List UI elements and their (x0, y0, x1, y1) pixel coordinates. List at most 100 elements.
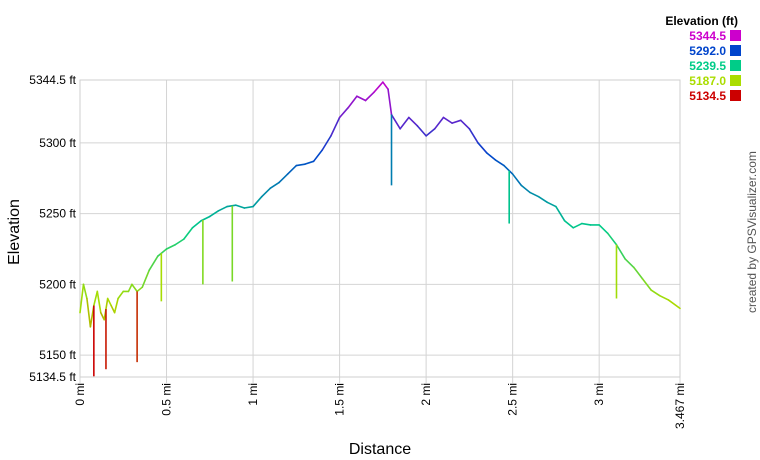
x-tick-label: 0 mi (73, 383, 87, 406)
y-tick-label: 5200 ft (39, 277, 76, 291)
elevation-segment (286, 164, 298, 175)
elevation-segment (295, 163, 306, 167)
elevation-segment (117, 290, 125, 300)
elevation-segment (113, 297, 119, 314)
elevation-segment (217, 205, 228, 212)
elevation-segment (93, 290, 99, 307)
elevation-segment (641, 277, 652, 291)
y-tick-label: 5300 ft (39, 136, 76, 150)
elevation-segment (494, 159, 505, 167)
elevation-segment (667, 299, 681, 310)
plot-frame (79, 79, 681, 378)
elevation-segment (165, 243, 176, 250)
elevation-segment (330, 116, 341, 137)
elevation-segment (459, 119, 471, 130)
elevation-segment (477, 142, 488, 154)
elevation-segment (373, 81, 384, 93)
legend-swatch (730, 30, 741, 41)
elevation-segment (127, 283, 133, 293)
elevation-segment (252, 195, 263, 208)
elevation-segment (442, 116, 453, 124)
elevation-segment (312, 149, 324, 163)
elevation-segment (529, 191, 540, 198)
elevation-segment (581, 222, 592, 226)
elevation-segment (546, 201, 557, 208)
elevation-segment (226, 204, 237, 208)
elevation-segment (364, 91, 376, 102)
elevation-segment (234, 204, 246, 209)
elevation-segment (131, 283, 138, 293)
legend-label: 5187.0 (689, 74, 726, 88)
elevation-segment (79, 283, 85, 314)
x-tick-label: 0.5 mi (160, 383, 174, 416)
legend-title: Elevation (ft) (665, 14, 738, 28)
x-tick-label: 2 mi (419, 383, 433, 406)
elevation-segment (572, 222, 583, 229)
elevation-segment (321, 135, 332, 151)
legend-swatch (730, 60, 741, 71)
elevation-segment (141, 269, 151, 288)
elevation-segment (503, 164, 514, 175)
elevation-segment (468, 127, 479, 144)
legend-swatch (730, 90, 741, 101)
legend-label: 5239.5 (689, 59, 726, 73)
elevation-segment (399, 116, 410, 130)
elevation-segment (157, 248, 168, 257)
elevation-segment (191, 219, 202, 229)
elevation-segment (174, 238, 185, 246)
elevation-segment (148, 255, 159, 272)
y-axis-title: Elevation (6, 199, 23, 265)
elevation-segment (650, 289, 661, 297)
elevation-segment (106, 297, 112, 307)
legend-swatch (730, 45, 741, 56)
x-axis-title: Distance (349, 441, 411, 458)
elevation-segment (278, 173, 289, 184)
elevation-segment (382, 81, 389, 90)
elevation-segment (511, 173, 523, 187)
elevation-segment (607, 232, 618, 246)
x-axis-ticks: 0 mi 0.5 mi 1 mi 1.5 mi 2 mi 2.5 mi 3 mi 3.467 … (73, 383, 687, 429)
x-tick-label: 3.467 mi (673, 383, 687, 429)
elevation-segment (537, 195, 549, 204)
elevation-segment (632, 266, 644, 280)
elevation-segment (356, 95, 367, 102)
legend-label: 5344.5 (689, 29, 726, 43)
elevation-segment (563, 219, 575, 229)
elevation-segment (520, 184, 531, 194)
elevation-segment (304, 160, 315, 165)
elevation-segment (433, 116, 445, 130)
elevation-segment (82, 283, 88, 300)
elevation-segment (136, 286, 144, 293)
elevation-segment (555, 205, 566, 222)
elevation-segment (338, 106, 350, 119)
elevation-segment (387, 88, 393, 116)
elevation-segment (624, 258, 635, 269)
x-tick-label: 1.5 mi (333, 383, 347, 416)
y-axis-ticks: 5344.5 ft 5300 ft 5250 ft 5200 ft 5150 ft 513… (29, 73, 76, 384)
elevation-segment (425, 127, 436, 137)
elevation-segment (408, 116, 419, 127)
legend-swatch (730, 75, 741, 86)
elevation-segment (260, 187, 272, 198)
elevation-spikes (93, 114, 618, 377)
credit-text: created by GPSVisualizer.com (745, 151, 759, 313)
elevation-line (79, 81, 681, 328)
legend-label: 5292.0 (689, 44, 726, 58)
elevation-segment (485, 152, 497, 161)
elevation-segment (416, 125, 427, 137)
x-tick-label: 2.5 mi (506, 383, 520, 416)
elevation-segment (183, 226, 194, 240)
y-tick-label: 5150 ft (39, 348, 76, 362)
y-tick-label: 5134.5 ft (29, 370, 76, 384)
elevation-segment (598, 224, 609, 235)
elevation-segment (615, 243, 626, 260)
elevation-segment (96, 290, 102, 314)
y-tick-label: 5344.5 ft (29, 73, 76, 87)
elevation-segment (86, 297, 92, 328)
elevation-segment (208, 210, 220, 218)
x-tick-label: 3 mi (592, 383, 606, 406)
elevation-segment (347, 95, 358, 109)
legend-label: 5134.5 (689, 89, 726, 103)
